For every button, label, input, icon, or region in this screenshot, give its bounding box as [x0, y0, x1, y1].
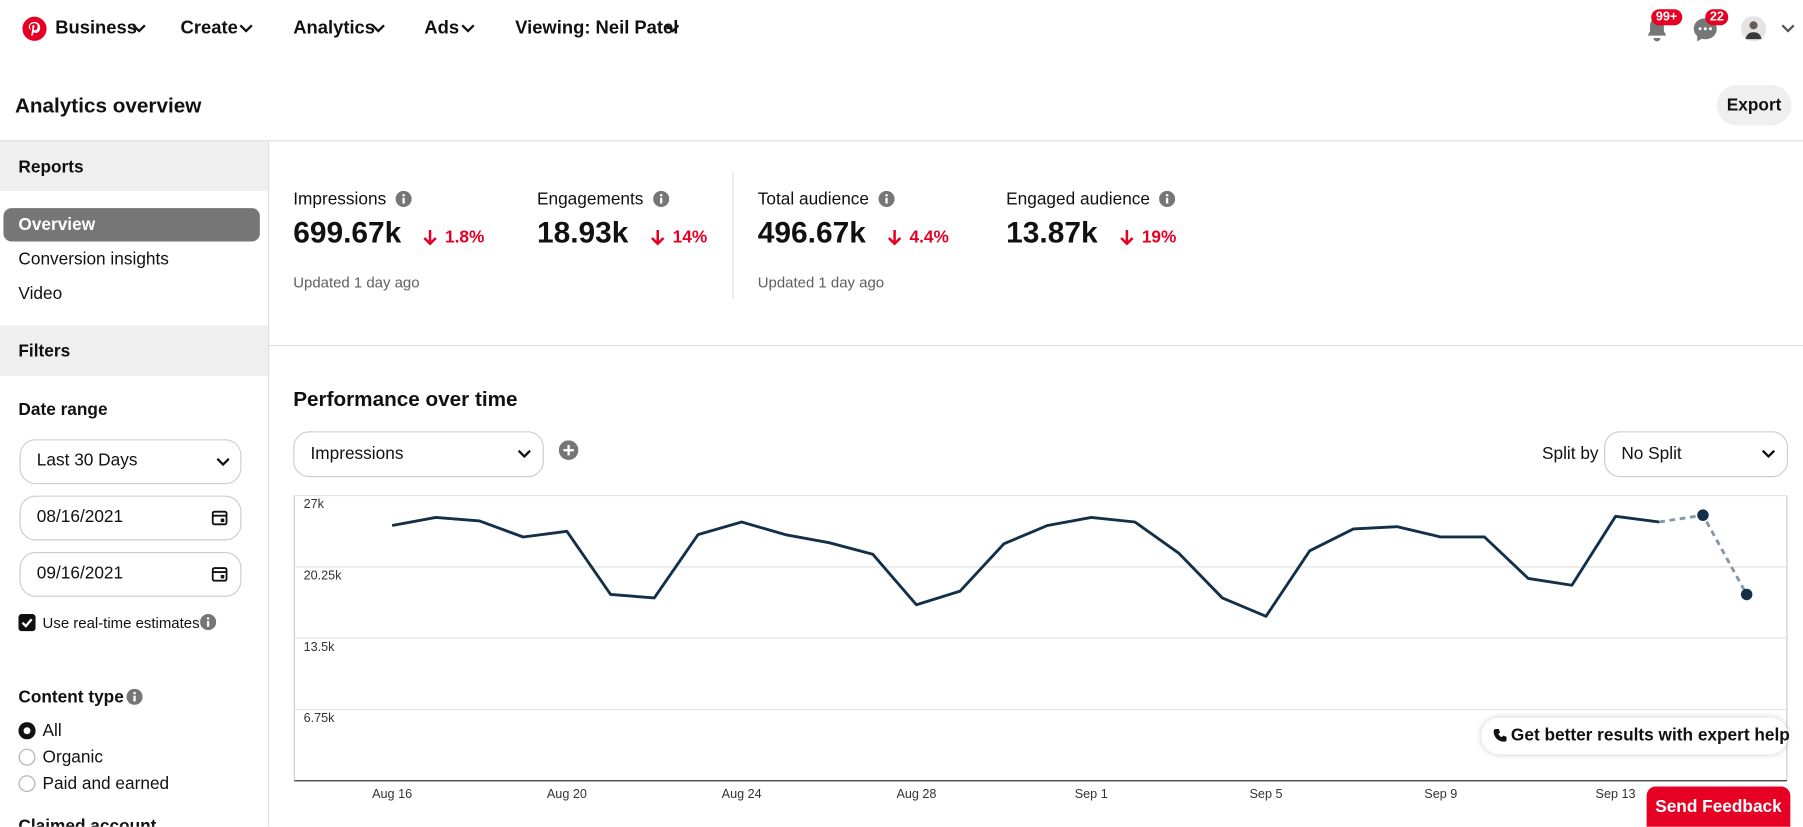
phone-icon — [1493, 729, 1507, 742]
reports-heading: Reports — [18, 157, 84, 178]
split-select[interactable]: No Split — [1604, 431, 1789, 478]
info-icon[interactable] — [395, 190, 412, 207]
chevron — [666, 24, 680, 33]
sidebar-border — [267, 141, 270, 827]
content-type-label: Content type — [18, 687, 124, 708]
report-link[interactable]: Video — [18, 284, 63, 304]
metric-change: 4.4% — [909, 227, 949, 248]
metric-label: Engaged audience — [1006, 189, 1151, 210]
page-title: Analytics overview — [14, 94, 202, 118]
calendar-icon[interactable] — [211, 509, 228, 526]
y-tick-label: 27k — [304, 497, 325, 511]
x-tick-label: Sep 5 — [1250, 787, 1283, 801]
x-tick-label: Aug 28 — [896, 787, 936, 801]
chevron — [461, 24, 475, 33]
chevron — [517, 449, 531, 459]
metric-select[interactable]: Impressions — [293, 431, 544, 478]
date-range-select[interactable]: Last 30 Days — [19, 439, 242, 485]
down-arrow — [651, 229, 665, 246]
x-tick-label: Sep 9 — [1424, 787, 1457, 801]
data-point — [1740, 588, 1753, 601]
chevron — [1761, 449, 1776, 459]
y-tick-label: 20.25k — [304, 569, 343, 583]
chevron — [239, 24, 253, 33]
calendar-icon[interactable] — [211, 566, 228, 582]
metric-change: 19% — [1141, 227, 1177, 248]
x-tick-label: Aug 20 — [547, 787, 587, 801]
radio-label: Organic — [42, 747, 103, 767]
claimed-account-label: Claimed account — [18, 816, 157, 827]
pinterest-logo[interactable] — [22, 16, 47, 41]
date-range-label: Date range — [18, 400, 108, 420]
avatar[interactable] — [1740, 16, 1767, 42]
split-label: Split by — [1541, 443, 1599, 464]
help-button[interactable]: Get better results with expert help — [1481, 717, 1790, 755]
section-title: Performance over time — [293, 387, 518, 411]
info-icon[interactable] — [1159, 190, 1176, 207]
radio[interactable] — [18, 748, 36, 766]
export-button[interactable]: Export — [1716, 85, 1792, 126]
metric-change: 1.8% — [444, 227, 485, 248]
x-tick-label: Aug 16 — [372, 787, 412, 801]
series-line — [391, 514, 1660, 618]
report-link-active[interactable]: Overview — [3, 208, 260, 242]
divider — [732, 172, 734, 299]
chevron — [216, 457, 230, 467]
section-band — [0, 325, 268, 377]
nav-item[interactable]: Viewing: Neil Patel — [515, 18, 679, 38]
messages-badge: 22 — [1705, 9, 1729, 26]
info-icon[interactable] — [126, 688, 143, 705]
nav-item[interactable]: Ads — [424, 18, 460, 38]
radio-label: All — [42, 720, 62, 741]
end-date-input[interactable]: 09/16/2021 — [19, 551, 242, 597]
metric-value: 496.67k — [757, 215, 866, 250]
chevron — [371, 24, 385, 33]
x-tick-label: Sep 1 — [1075, 787, 1108, 801]
down-arrow — [1120, 229, 1134, 246]
metric-change: 14% — [672, 227, 708, 248]
metric-label: Total audience — [757, 189, 870, 210]
radio-selected[interactable] — [18, 722, 36, 740]
info-icon[interactable] — [200, 614, 217, 631]
data-point — [1697, 509, 1709, 521]
updated-note: Updated 1 day ago — [757, 273, 885, 291]
add-metric-button[interactable] — [558, 440, 579, 460]
nav-item[interactable]: Create — [180, 18, 238, 38]
send-feedback-button[interactable]: Send Feedback — [1646, 786, 1791, 827]
section-band — [0, 141, 268, 191]
down-arrow — [423, 229, 437, 246]
x-tick-label: Aug 24 — [722, 787, 762, 801]
metric-label: Impressions — [293, 189, 387, 210]
checkbox[interactable] — [18, 614, 36, 632]
down-arrow — [887, 229, 902, 246]
metric-label: Engagements — [536, 189, 644, 210]
x-tick-label: Sep 13 — [1596, 787, 1636, 801]
radio[interactable] — [18, 775, 36, 793]
divider — [0, 140, 1803, 142]
y-tick-label: 6.75k — [304, 711, 336, 725]
y-tick-label: 13.5k — [304, 640, 336, 654]
info-icon[interactable] — [878, 190, 895, 207]
series-line — [1659, 513, 1748, 596]
nav-brand[interactable]: Business — [55, 18, 137, 38]
start-date-input[interactable]: 08/16/2021 — [19, 495, 242, 541]
metric-value: 18.93k — [536, 215, 629, 250]
metric-value: 699.67k — [293, 215, 402, 250]
metric-value: 13.87k — [1006, 215, 1098, 250]
chevron — [132, 24, 146, 33]
nav-item[interactable]: Analytics — [293, 18, 376, 38]
info-icon[interactable] — [653, 190, 670, 207]
divider — [269, 344, 1803, 347]
filters-heading: Filters — [18, 341, 71, 362]
report-link[interactable]: Conversion insights — [18, 249, 169, 270]
updated-note: Updated 1 day ago — [293, 273, 420, 291]
notification-badge: 99+ — [1651, 9, 1682, 26]
chevron[interactable] — [1781, 24, 1795, 33]
radio-label: Paid and earned — [42, 773, 170, 794]
realtime-label: Use real-time estimates — [42, 614, 200, 632]
